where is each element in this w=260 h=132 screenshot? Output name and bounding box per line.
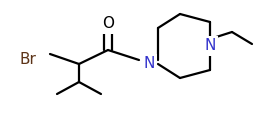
Text: N: N <box>204 39 216 53</box>
Text: Br: Br <box>20 53 36 67</box>
Text: N: N <box>143 56 155 72</box>
Text: O: O <box>102 16 114 32</box>
